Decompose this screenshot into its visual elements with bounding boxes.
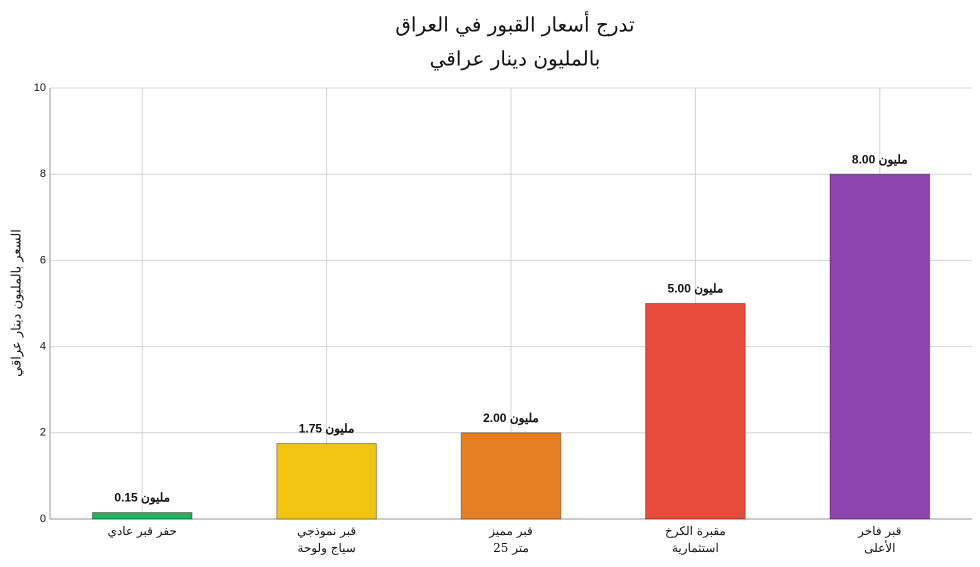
x-tick-label: حفر قبر عادي [108,524,177,538]
value-label: 1.75 مليون [299,422,355,437]
x-tick-label: قبر مميز 25 متر [488,524,532,555]
bar [645,303,746,520]
x-tick-label: مقبرة الكرخ استثمارية [665,524,726,555]
value-label: 5.00 مليون [668,282,724,297]
chart-subtitle: بالمليون دينار عراقي [430,47,601,71]
x-tick-label: قبر فاخر الأعلى [857,524,901,555]
bar [829,173,931,520]
y-tick-label: 2 [40,427,46,439]
bar [276,443,377,520]
bar [460,432,562,520]
value-label: 0.15 مليون [114,491,170,506]
y-tick-label: 0 [40,513,46,525]
y-tick-label: 8 [40,168,46,180]
value-label: 8.00 مليون [852,152,908,167]
y-axis-label: السعر بالمليون دينار عراقي [10,229,25,377]
y-tick-label: 4 [40,341,46,353]
chart-title: تدرج أسعار القبور في العراق [395,11,634,37]
value-label: 2.00 مليون [483,411,539,426]
bar [91,512,193,520]
y-tick-label: 10 [34,82,46,94]
y-tick-label: 6 [40,254,46,266]
x-tick-label: قبر نموذجي سياج ولوحة [297,524,356,555]
